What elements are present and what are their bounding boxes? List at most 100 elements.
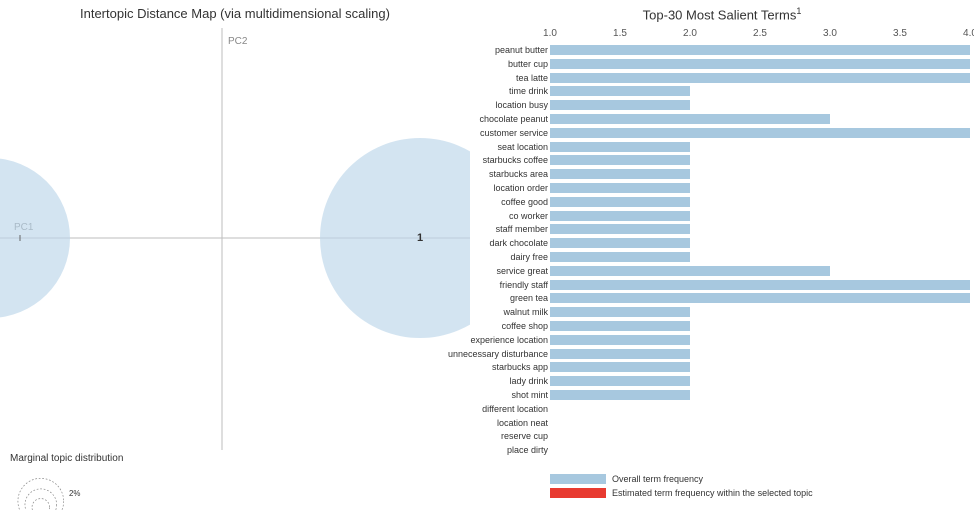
term-bar <box>550 155 690 165</box>
topic-circle-2[interactable] <box>0 158 70 318</box>
term-row[interactable]: experience location <box>470 334 970 347</box>
term-row[interactable]: different location <box>470 403 970 416</box>
term-label: green tea <box>510 292 548 305</box>
term-label: starbucks coffee <box>483 154 548 167</box>
term-label: lady drink <box>509 375 548 388</box>
term-row[interactable]: green tea <box>470 292 970 305</box>
term-label: tea latte <box>516 72 548 85</box>
term-row[interactable]: starbucks area <box>470 168 970 181</box>
term-row[interactable]: staff member <box>470 223 970 236</box>
x-axis-ticks: 1.01.52.02.53.03.54.0 <box>550 28 970 42</box>
x-tick: 2.5 <box>753 28 767 39</box>
term-label: location order <box>493 182 548 195</box>
term-row[interactable]: coffee shop <box>470 320 970 333</box>
legend-overall: Overall term frequency <box>550 472 968 486</box>
term-row[interactable]: starbucks coffee <box>470 154 970 167</box>
term-row[interactable]: friendly staff <box>470 279 970 292</box>
term-row[interactable]: co worker <box>470 210 970 223</box>
term-bar <box>550 142 690 152</box>
term-row[interactable]: location order <box>470 182 970 195</box>
term-row[interactable]: unnecessary disturbance <box>470 348 970 361</box>
term-label: unnecessary disturbance <box>448 348 548 361</box>
x-tick: 3.0 <box>823 28 837 39</box>
term-label: starbucks area <box>489 168 548 181</box>
term-row[interactable]: coffee good <box>470 196 970 209</box>
legend-selected: Estimated term frequency within the sele… <box>550 486 968 500</box>
topic-label-1: 1 <box>417 232 423 244</box>
term-row[interactable]: service great <box>470 265 970 278</box>
term-row[interactable]: dark chocolate <box>470 237 970 250</box>
term-bar <box>550 321 690 331</box>
x-tick: 1.5 <box>613 28 627 39</box>
term-row[interactable]: customer service <box>470 127 970 140</box>
term-row[interactable]: chocolate peanut <box>470 113 970 126</box>
term-row[interactable]: reserve cup <box>470 430 970 443</box>
term-row[interactable]: lady drink <box>470 375 970 388</box>
term-label: place dirty <box>507 444 548 457</box>
term-bar <box>550 362 690 372</box>
term-label: chocolate peanut <box>479 113 548 126</box>
term-label: different location <box>482 403 548 416</box>
term-label: customer service <box>480 127 548 140</box>
svg-text:2%: 2% <box>69 489 80 498</box>
term-row[interactable]: place dirty <box>470 444 970 457</box>
term-row[interactable]: location busy <box>470 99 970 112</box>
term-bar <box>550 376 690 386</box>
term-bar <box>550 183 690 193</box>
term-label: staff member <box>496 223 548 236</box>
term-bar <box>550 349 690 359</box>
term-row[interactable]: shot mint <box>470 389 970 402</box>
x-tick: 4.0 <box>963 28 974 39</box>
term-bar <box>550 73 970 83</box>
term-row[interactable]: butter cup <box>470 58 970 71</box>
term-bar <box>550 100 690 110</box>
term-row[interactable]: time drink <box>470 85 970 98</box>
term-label: friendly staff <box>500 279 548 292</box>
term-row[interactable]: seat location <box>470 141 970 154</box>
term-row[interactable]: starbucks app <box>470 361 970 374</box>
term-label: experience location <box>470 334 548 347</box>
x-tick: 2.0 <box>683 28 697 39</box>
term-bar <box>550 390 690 400</box>
left-panel-title: Intertopic Distance Map (via multidimens… <box>80 6 390 21</box>
term-bars: peanut butterbutter cuptea lattetime dri… <box>470 44 970 468</box>
marginal-distribution-label: Marginal topic distribution <box>10 453 123 464</box>
term-label: starbucks app <box>492 361 548 374</box>
term-label: butter cup <box>508 58 548 71</box>
legend-overall-label: Overall term frequency <box>612 474 703 484</box>
term-bar <box>550 59 970 69</box>
term-label: seat location <box>497 141 548 154</box>
term-label: peanut butter <box>495 44 548 57</box>
term-bar <box>550 307 690 317</box>
term-bar <box>550 211 690 221</box>
term-bar <box>550 224 690 234</box>
term-label: coffee good <box>501 196 548 209</box>
term-row[interactable]: peanut butter <box>470 44 970 57</box>
term-row[interactable]: walnut milk <box>470 306 970 319</box>
topic-circle-1[interactable] <box>320 138 470 338</box>
legend-selected-swatch <box>550 488 606 498</box>
right-panel-title: Top-30 Most Salient Terms1 <box>470 6 974 22</box>
term-label: dark chocolate <box>489 237 548 250</box>
right-title-text: Top-30 Most Salient Terms <box>643 7 797 22</box>
term-row[interactable]: dairy free <box>470 251 970 264</box>
marginal-distribution-legend: 2% <box>6 466 146 510</box>
term-bar <box>550 280 970 290</box>
right-title-sup: 1 <box>796 6 801 16</box>
term-bar <box>550 293 970 303</box>
term-label: dairy free <box>510 251 548 264</box>
term-label: walnut milk <box>503 306 548 319</box>
term-bar <box>550 128 970 138</box>
legend-selected-label: Estimated term frequency within the sele… <box>612 488 813 498</box>
svg-text:PC2: PC2 <box>228 36 248 47</box>
legend-overall-swatch <box>550 474 606 484</box>
term-label: time drink <box>509 85 548 98</box>
salient-terms-panel: Top-30 Most Salient Terms1 1.01.52.02.53… <box>470 0 974 510</box>
term-bar <box>550 335 690 345</box>
term-row[interactable]: location neat <box>470 417 970 430</box>
term-label: reserve cup <box>501 430 548 443</box>
term-row[interactable]: tea latte <box>470 72 970 85</box>
intertopic-map[interactable]: PC1PC212 <box>0 20 470 460</box>
term-bar <box>550 266 830 276</box>
term-label: coffee shop <box>502 320 548 333</box>
